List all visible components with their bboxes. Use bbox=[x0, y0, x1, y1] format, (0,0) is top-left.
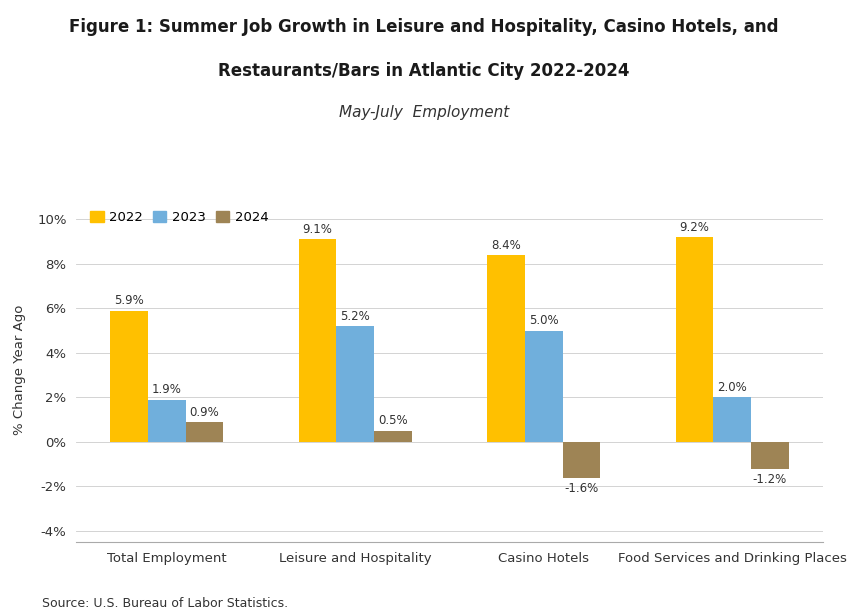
Text: 5.0%: 5.0% bbox=[529, 314, 559, 327]
Bar bbox=[676, 237, 713, 442]
Bar bbox=[110, 310, 148, 442]
Text: 5.2%: 5.2% bbox=[340, 310, 370, 323]
Text: -1.6%: -1.6% bbox=[564, 482, 599, 495]
Text: Restaurants/Bars in Atlantic City 2022-2024: Restaurants/Bars in Atlantic City 2022-2… bbox=[218, 62, 630, 79]
Bar bbox=[148, 400, 186, 442]
Text: 8.4%: 8.4% bbox=[491, 238, 521, 252]
Bar bbox=[713, 397, 751, 442]
Y-axis label: % Change Year Ago: % Change Year Ago bbox=[13, 304, 26, 435]
Bar bbox=[374, 431, 412, 442]
Text: 2.0%: 2.0% bbox=[717, 381, 747, 394]
Bar bbox=[751, 442, 789, 469]
Text: Source: U.S. Bureau of Labor Statistics.: Source: U.S. Bureau of Labor Statistics. bbox=[42, 597, 288, 610]
Text: 9.1%: 9.1% bbox=[303, 223, 332, 236]
Text: 0.9%: 0.9% bbox=[190, 405, 220, 418]
Bar bbox=[186, 422, 223, 442]
Text: May-July  Employment: May-July Employment bbox=[339, 105, 509, 120]
Bar bbox=[337, 326, 374, 442]
Text: 5.9%: 5.9% bbox=[114, 294, 144, 307]
Bar bbox=[562, 442, 600, 477]
Text: 1.9%: 1.9% bbox=[152, 383, 181, 396]
Text: 9.2%: 9.2% bbox=[679, 221, 710, 234]
Text: Figure 1: Summer Job Growth in Leisure and Hospitality, Casino Hotels, and: Figure 1: Summer Job Growth in Leisure a… bbox=[70, 18, 778, 36]
Bar bbox=[298, 240, 337, 442]
Bar bbox=[525, 331, 562, 442]
Text: 0.5%: 0.5% bbox=[378, 415, 408, 428]
Legend: 2022, 2023, 2024: 2022, 2023, 2024 bbox=[91, 211, 269, 224]
Bar bbox=[487, 255, 525, 442]
Text: -1.2%: -1.2% bbox=[753, 472, 787, 485]
